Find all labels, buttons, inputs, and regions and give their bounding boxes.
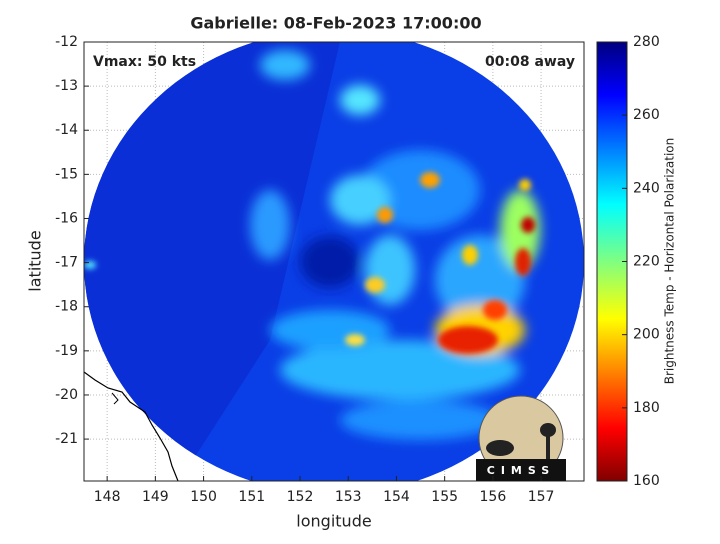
x-tick-label: 155 <box>431 489 458 505</box>
y-axis-label: latitude <box>26 230 45 291</box>
colorbar-tick-label: 280 <box>633 34 660 50</box>
y-tick-label: -17 <box>55 255 78 271</box>
colorbar-label: Brightness Temp - Horizontal Polarizatio… <box>663 138 677 385</box>
x-tick-label: 154 <box>383 489 410 505</box>
chart-title: Gabrielle: 08-Feb-2023 17:00:00 <box>190 14 481 33</box>
colorbar-tick-label: 160 <box>633 473 660 489</box>
x-tick-label: 156 <box>480 489 507 505</box>
x-tick-label: 152 <box>287 489 314 505</box>
y-tick-label: -20 <box>55 387 78 403</box>
y-tick-label: -18 <box>55 299 78 315</box>
y-tick-label: -21 <box>55 431 78 447</box>
x-tick-label: 153 <box>335 489 362 505</box>
y-tick-label: -15 <box>55 166 78 182</box>
y-tick-label: -19 <box>55 343 78 359</box>
plot-frame <box>83 41 585 482</box>
y-tick-label: -12 <box>55 34 78 50</box>
colorbar-tick-label: 200 <box>633 327 660 343</box>
annotation: 00:08 away <box>485 54 575 70</box>
colorbar-tick-label: 240 <box>633 180 660 196</box>
x-tick-label: 150 <box>190 489 217 505</box>
colorbar-tick-label: 260 <box>633 107 660 123</box>
annotation: Vmax: 50 kts <box>93 54 196 70</box>
x-tick-label: 148 <box>94 489 121 505</box>
y-tick-label: -13 <box>55 78 78 94</box>
logo-text: CIMSS <box>487 464 555 477</box>
logo: CIMSS <box>476 395 566 481</box>
colorbar-tick-label: 180 <box>633 400 660 416</box>
x-tick-label: 151 <box>238 489 265 505</box>
y-tick-label: -14 <box>55 122 78 138</box>
x-axis-label: longitude <box>296 512 371 531</box>
colorbar-tick-label: 220 <box>633 254 660 270</box>
x-tick-label: 157 <box>528 489 555 505</box>
y-tick-label: -16 <box>55 210 78 226</box>
x-tick-label: 149 <box>142 489 169 505</box>
